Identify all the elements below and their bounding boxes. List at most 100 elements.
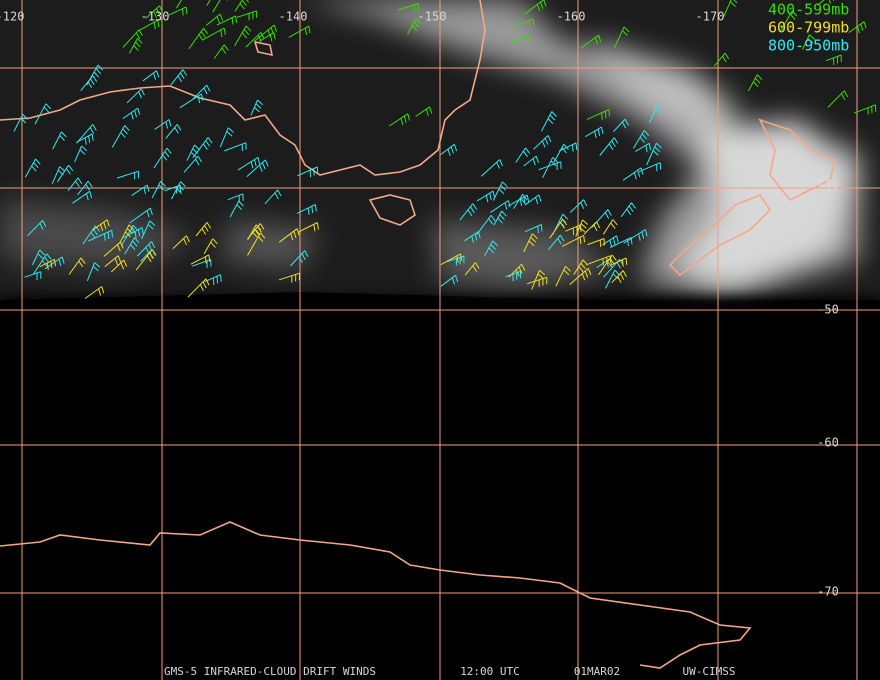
wind-barb [82, 225, 100, 245]
wind-barb [212, 0, 228, 13]
wind-barb [779, 10, 798, 32]
wind-barb [213, 44, 229, 59]
wind-barb [407, 18, 422, 35]
wind-barb [278, 228, 300, 243]
wind-barb [827, 90, 848, 108]
wind-barb [397, 3, 419, 12]
wind-barb [192, 84, 211, 100]
wind-barb [296, 203, 317, 215]
wind-barb [480, 159, 503, 177]
wind-barb [601, 235, 619, 248]
wind-barb [515, 147, 531, 163]
wind-barb [278, 272, 300, 283]
wind-barb [164, 184, 181, 194]
legend-label: 800-950mb [768, 37, 849, 55]
wind-barb [549, 219, 568, 239]
lon-label: -170 [696, 10, 725, 24]
wind-barb [138, 17, 163, 32]
wind-barb [250, 99, 264, 116]
wind-barb [573, 259, 588, 275]
wind-barb [56, 164, 74, 183]
wind-barb [524, 224, 543, 234]
wind-barb [124, 237, 140, 255]
wind-barb [523, 155, 539, 167]
wind-barb [245, 31, 265, 48]
wind-barb [237, 156, 261, 171]
wind-barb [513, 193, 528, 209]
wind-barb [141, 220, 156, 240]
wind-barb [52, 131, 67, 150]
wind-barb [258, 32, 276, 42]
wind-barb [86, 262, 101, 282]
wind-barb [153, 147, 172, 169]
wind-barb [246, 159, 269, 177]
wind-barb [540, 111, 557, 132]
wind-barb [77, 180, 93, 196]
wind-barb [614, 26, 630, 48]
wind-barb [446, 255, 465, 266]
wind-barb [580, 34, 602, 49]
wind-barb [111, 125, 130, 148]
wind-barb [547, 234, 565, 251]
wind-barb [598, 254, 617, 276]
wind-barb [123, 227, 144, 239]
wind-barb [587, 238, 605, 247]
wind-barb [493, 210, 507, 226]
wind-barb [288, 25, 311, 38]
wind-barb [88, 229, 113, 242]
wind-barb [188, 27, 209, 49]
wind-barb [32, 253, 52, 275]
wind-barb [92, 219, 110, 232]
wind-barb [575, 219, 589, 237]
wind-barb [76, 124, 97, 144]
wind-barb [613, 118, 629, 133]
wind-barb [145, 5, 163, 19]
footer-text: 01MAR02 [574, 665, 620, 678]
wind-barb [103, 241, 124, 257]
lat-label: -60 [817, 436, 839, 450]
wind-barb [216, 15, 238, 26]
wind-barb [722, 0, 738, 18]
wind-barb [76, 133, 94, 145]
wind-barb [802, 34, 815, 50]
wind-barb [848, 21, 867, 34]
wind-barb [136, 241, 156, 257]
wind-barb [298, 222, 319, 233]
wind-barb [104, 255, 122, 267]
wind-barb [131, 184, 150, 197]
wind-barb [583, 221, 601, 235]
wind-barb [523, 0, 547, 15]
wind-barb [492, 181, 508, 201]
wind-barb [505, 270, 522, 282]
wind-barb [459, 203, 478, 221]
wind-barb [538, 161, 562, 171]
wind-barb [219, 127, 234, 148]
wind-barb [599, 137, 619, 156]
wind-barb [186, 144, 200, 161]
wind-barb [170, 69, 188, 86]
wind-barb [187, 278, 210, 298]
wind-barb [34, 103, 52, 125]
wind-barb [602, 219, 618, 235]
wind-barb [632, 130, 650, 149]
wind-barb [67, 177, 83, 192]
wind-barb [555, 265, 571, 287]
wind-barb [440, 253, 463, 266]
wind-barb [195, 222, 212, 237]
wind-barb [27, 220, 47, 237]
wind-barb [203, 238, 218, 255]
wind-barb [649, 105, 663, 123]
wind-barb [119, 224, 135, 244]
wind-barb [552, 213, 569, 236]
wind-barb [639, 162, 662, 173]
wind-barb [224, 142, 247, 152]
wind-barb [72, 190, 93, 204]
wind-barb [168, 6, 188, 16]
wind-barb [135, 249, 157, 271]
lon-label: -130 [141, 10, 170, 24]
wind-barb [634, 142, 652, 153]
wind-barb [247, 224, 262, 241]
wind-barb [569, 268, 592, 285]
